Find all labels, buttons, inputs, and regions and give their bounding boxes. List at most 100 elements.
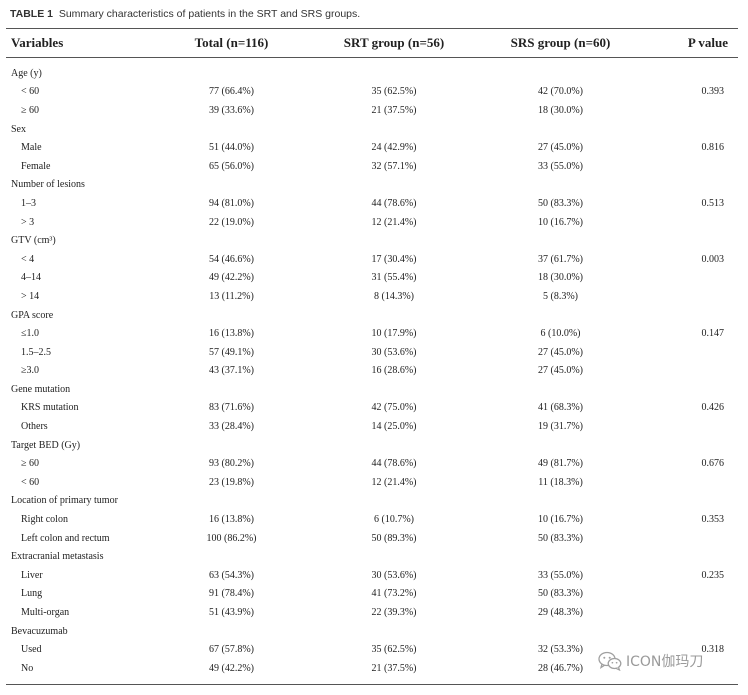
total-cell: 13 (11.2%) bbox=[209, 290, 254, 302]
total-cell: 16 (13.8%) bbox=[209, 514, 254, 526]
srt-cell bbox=[315, 380, 473, 399]
total-cell: 16 (13.8%) bbox=[209, 328, 254, 340]
bottom-rule bbox=[6, 684, 738, 685]
row-label: Male bbox=[21, 142, 42, 154]
srs-cell: 50 (83.3%) bbox=[538, 588, 583, 600]
srs-cell: 28 (46.7%) bbox=[538, 662, 583, 674]
total-cell: 93 (80.2%) bbox=[209, 458, 254, 470]
srs-cell: 27 (45.0%) bbox=[538, 346, 583, 358]
p-value-cell: 0.513 bbox=[701, 197, 725, 209]
srt-cell: 10 (17.9%) bbox=[371, 328, 417, 340]
watermark-text: ICON伽玛刀 bbox=[626, 654, 704, 670]
srs-cell: 27 (45.0%) bbox=[538, 142, 583, 154]
column-header-srt: SRT group (n=56) bbox=[343, 35, 445, 50]
row-label: Female bbox=[21, 160, 51, 172]
p-value-cell bbox=[648, 101, 738, 120]
row-label: ≥3.0 bbox=[21, 365, 39, 377]
table-row: ≤1.0 16 (13.8%) 10 (17.9%) 6 (10.0%) 0.147 bbox=[6, 324, 738, 343]
srs-cell: 49 (81.7%) bbox=[538, 458, 583, 470]
table-row: > 14 13 (11.2%) 8 (14.3%) 5 (8.3%) bbox=[6, 287, 738, 306]
table-row: > 3 22 (19.0%) 12 (21.4%) 10 (16.7%) bbox=[6, 213, 738, 232]
srt-cell: 31 (55.4%) bbox=[371, 272, 417, 284]
srs-cell: 5 (8.3%) bbox=[543, 290, 578, 302]
srt-cell: 21 (37.5%) bbox=[371, 104, 417, 116]
srs-cell bbox=[473, 306, 648, 325]
table-row: Right colon 16 (13.8%) 6 (10.7%) 10 (16.7%)… bbox=[6, 510, 738, 529]
table-group-row: Bevacuzumab bbox=[6, 622, 738, 641]
total-cell bbox=[148, 622, 315, 641]
p-value-cell bbox=[648, 120, 738, 139]
total-cell: 63 (54.3%) bbox=[209, 569, 254, 581]
total-cell: 57 (49.1%) bbox=[209, 346, 254, 358]
srt-cell: 24 (42.9%) bbox=[371, 142, 417, 154]
total-cell bbox=[148, 231, 315, 250]
table-row: Multi-organ 51 (43.9%) 22 (39.3%) 29 (48.3%… bbox=[6, 603, 738, 622]
p-value-cell: 0.318 bbox=[701, 644, 725, 656]
srt-cell: 44 (78.6%) bbox=[371, 197, 417, 209]
srs-cell: 50 (83.3%) bbox=[538, 532, 583, 544]
srt-cell: 6 (10.7%) bbox=[374, 514, 414, 526]
row-label: 1.5–2.5 bbox=[21, 346, 51, 358]
srs-cell bbox=[473, 380, 648, 399]
table-row: < 4 54 (46.6%) 17 (30.4%) 37 (61.7%) 0.003 bbox=[6, 250, 738, 269]
p-value-cell: 0.676 bbox=[701, 458, 725, 470]
srt-cell bbox=[315, 306, 473, 325]
group-label: Sex bbox=[11, 123, 26, 135]
p-value-cell: 0.235 bbox=[701, 569, 725, 581]
table-row: 1.5–2.5 57 (49.1%) 30 (53.6%) 27 (45.0%) bbox=[6, 343, 738, 362]
p-value-cell bbox=[648, 287, 738, 306]
table-row: KRS mutation 83 (71.6%) 42 (75.0%) 41 (68.3… bbox=[6, 399, 738, 418]
p-value-cell bbox=[648, 213, 738, 232]
srs-cell bbox=[473, 547, 648, 566]
p-value-cell bbox=[648, 417, 738, 436]
srt-cell bbox=[315, 622, 473, 641]
total-cell: 94 (81.0%) bbox=[209, 197, 254, 209]
total-cell: 22 (19.0%) bbox=[209, 216, 254, 228]
srs-cell: 33 (55.0%) bbox=[538, 569, 583, 581]
p-value-cell bbox=[648, 622, 738, 641]
top-rule bbox=[6, 28, 738, 29]
p-value-cell: 0.393 bbox=[701, 86, 725, 98]
p-value-cell bbox=[648, 547, 738, 566]
row-label: ≥ 60 bbox=[21, 104, 39, 116]
srs-cell bbox=[473, 176, 648, 195]
row-label: Lung bbox=[21, 588, 43, 600]
group-label: Gene mutation bbox=[11, 383, 71, 395]
total-cell bbox=[148, 120, 315, 139]
srt-cell: 16 (28.6%) bbox=[371, 365, 417, 377]
srs-cell: 42 (70.0%) bbox=[538, 86, 583, 98]
table-group-row: Gene mutation bbox=[6, 380, 738, 399]
total-cell: 49 (42.2%) bbox=[209, 272, 254, 284]
column-header-srs: SRS group (n=60) bbox=[510, 35, 611, 50]
p-value-cell bbox=[648, 585, 738, 604]
srt-cell: 41 (73.2%) bbox=[371, 588, 417, 600]
row-label: No bbox=[21, 662, 34, 674]
p-value-cell bbox=[648, 343, 738, 362]
srs-cell: 18 (30.0%) bbox=[538, 104, 583, 116]
total-cell: 43 (37.1%) bbox=[209, 365, 254, 377]
column-header-total: Total (n=116) bbox=[194, 35, 269, 50]
p-value-cell bbox=[648, 362, 738, 381]
table-group-row: Location of primary tumor bbox=[6, 492, 738, 511]
table-row: Left colon and rectum 100 (86.2%) 50 (89.3… bbox=[6, 529, 738, 548]
srt-cell: 35 (62.5%) bbox=[371, 86, 417, 98]
total-cell bbox=[148, 492, 315, 511]
table-group-row: Number of lesions bbox=[6, 176, 738, 195]
total-cell: 33 (28.4%) bbox=[209, 421, 254, 433]
p-value-cell bbox=[648, 473, 738, 492]
row-label: ≥ 60 bbox=[21, 458, 39, 470]
total-cell bbox=[148, 176, 315, 195]
table-row: < 60 77 (66.4%) 35 (62.5%) 42 (70.0%) 0.393 bbox=[6, 83, 738, 102]
srs-cell: 29 (48.3%) bbox=[538, 607, 583, 619]
p-value-cell bbox=[648, 269, 738, 288]
srt-cell: 30 (53.6%) bbox=[371, 346, 417, 358]
row-label: Others bbox=[21, 421, 48, 433]
p-value-cell: 0.426 bbox=[701, 402, 725, 414]
p-value-cell bbox=[648, 176, 738, 195]
p-value-cell bbox=[648, 603, 738, 622]
table-row: Male 51 (44.0%) 24 (42.9%) 27 (45.0%) 0.816 bbox=[6, 138, 738, 157]
p-value-cell bbox=[648, 157, 738, 176]
row-label: KRS mutation bbox=[21, 402, 79, 414]
srs-cell bbox=[473, 492, 648, 511]
table-group-row: GPA score bbox=[6, 306, 738, 325]
